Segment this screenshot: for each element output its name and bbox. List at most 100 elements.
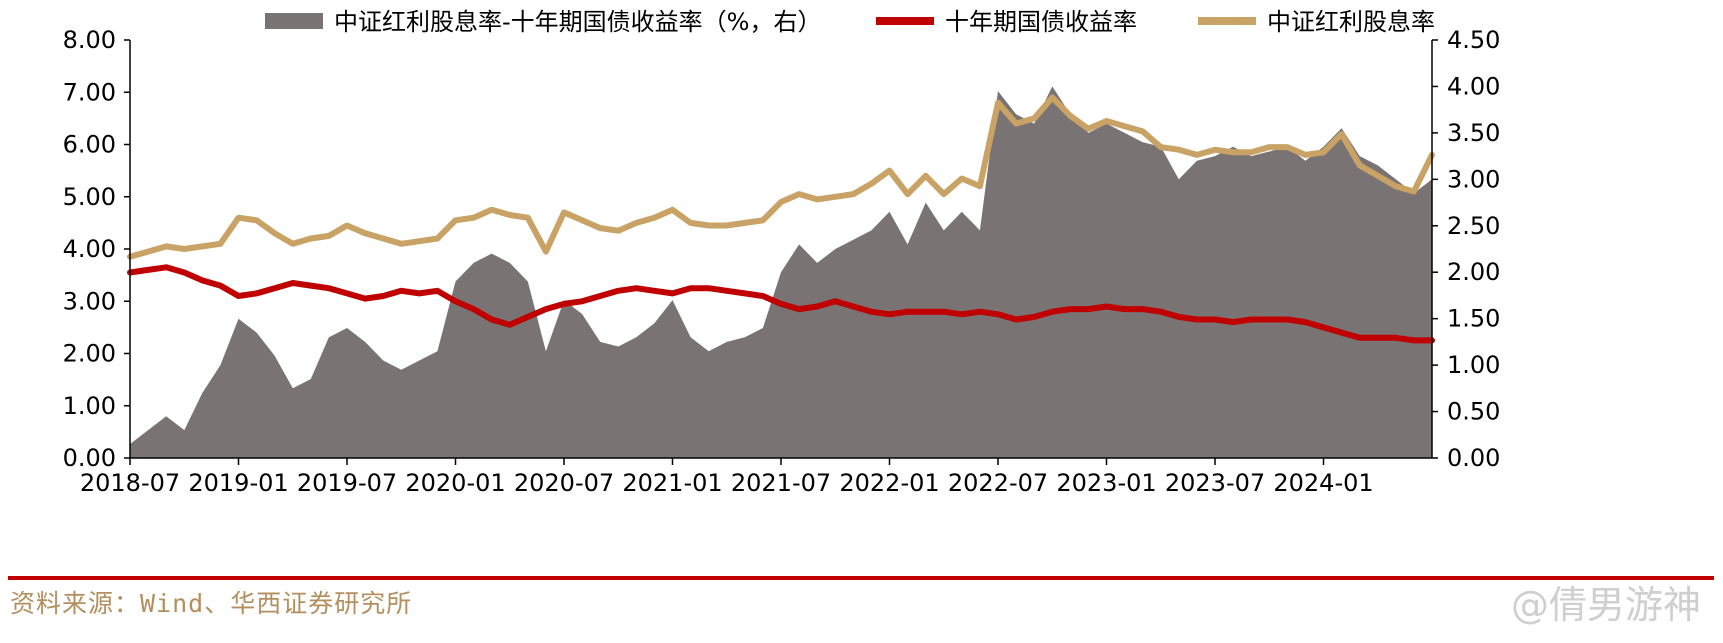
x-tick-label: 2022-01 [839,469,939,497]
series-point-bond-yield [778,301,784,307]
series-point-dividend-yield [1158,144,1164,150]
series-point-bond-yield [561,301,567,307]
series-point-bond-yield [1103,303,1110,310]
y-right-tick-label: 1.00 [1447,351,1500,379]
series-point-dividend-yield [1103,118,1110,124]
series-point-bond-yield [1013,316,1019,323]
series-point-dividend-yield [706,222,712,229]
series-point-bond-yield [868,309,875,315]
series-point-dividend-yield [452,217,459,223]
series-point-dividend-yield [416,238,422,244]
series-point-bond-yield [651,288,658,294]
series-point-dividend-yield [561,209,567,215]
series-point-bond-yield [1266,316,1272,323]
series-point-bond-yield [706,285,712,291]
legend-label-dividend-yield: 中证红利股息率 [1267,8,1435,36]
series-point-dividend-yield [923,173,929,179]
series-point-dividend-yield [669,207,676,213]
series-point-bond-yield [1302,319,1308,325]
series-point-bond-yield [995,311,1001,317]
series-point-dividend-yield [760,217,766,223]
series-point-bond-yield [850,303,856,310]
series-point-bond-yield [543,306,549,312]
series-point-bond-yield [1357,335,1363,341]
series-point-bond-yield [452,298,459,304]
series-point-dividend-yield [1266,144,1272,150]
series-point-bond-yield [145,267,151,273]
y-right-tick-label: 3.50 [1447,119,1500,147]
series-point-dividend-yield [850,191,856,197]
x-tick-label: 2018-07 [80,469,180,497]
series-point-dividend-yield [362,230,368,236]
y-right-tick-label: 4.00 [1447,72,1500,100]
series-point-bond-yield [1194,316,1200,323]
y-left-tick-label: 4.00 [63,235,116,263]
series-point-dividend-yield [1230,149,1236,155]
y-left-tick-label: 3.00 [63,287,116,315]
series-point-dividend-yield [1176,147,1182,153]
series-point-dividend-yield [633,220,639,226]
series-point-bond-yield [742,290,748,296]
series-point-bond-yield [525,314,531,320]
series-point-bond-yield [380,293,386,299]
series-point-dividend-yield [814,196,820,202]
x-tick-label: 2020-07 [514,469,614,497]
series-point-bond-yield [199,277,205,283]
series-point-bond-yield [1158,309,1164,315]
series-point-bond-yield [272,285,278,291]
series-point-dividend-yield [977,183,983,189]
series-point-dividend-yield [1212,147,1218,153]
x-tick-label: 2022-07 [948,469,1048,497]
series-point-dividend-yield [579,217,585,223]
y-left-tick-label: 0.00 [63,444,116,472]
series-point-dividend-yield [615,228,621,234]
series-point-bond-yield [688,285,694,291]
series-point-bond-yield [398,288,404,294]
series-point-bond-yield [669,290,676,296]
series-point-bond-yield [1411,337,1417,343]
series-point-dividend-yield [868,181,875,187]
series-point-dividend-yield [688,220,694,226]
series-point-dividend-yield [434,235,440,242]
x-tick-label: 2021-07 [731,469,831,497]
series-point-dividend-yield [1049,94,1055,101]
series-point-bond-yield [814,303,820,310]
series-point-bond-yield [362,296,368,302]
series-point-bond-yield [489,316,495,323]
series-point-dividend-yield [489,207,495,213]
y-left-tick-label: 6.00 [63,131,116,159]
series-point-bond-yield [1248,316,1254,323]
series-point-dividend-yield [507,212,513,218]
legend-swatch-spread [265,13,323,29]
series-point-bond-yield [1049,309,1055,315]
series-point-dividend-yield [778,199,784,205]
series-point-bond-yield [1230,319,1236,325]
axes: 0.00 1.00 2.00 3.00 4.00 5.00 6.00 7.00 8.00 0.00… [63,26,1501,497]
y-right-tick-label: 3.00 [1447,165,1500,193]
series-point-bond-yield [1393,335,1399,341]
series-point-dividend-yield [308,235,314,242]
series-point-dividend-yield [344,222,350,229]
series-point-bond-yield [235,293,242,299]
footer-rule [8,576,1714,580]
series-point-dividend-yield [905,191,911,197]
series-point-dividend-yield [543,249,549,255]
series-point-bond-yield [832,298,838,304]
source-note: 资料来源：Wind、华西证券研究所 [10,589,413,618]
y-right-tick-label: 0.00 [1447,444,1500,472]
series-point-dividend-yield [235,215,242,221]
x-tick-label: 2021-01 [622,469,722,497]
series-point-bond-yield [724,288,730,294]
series-point-dividend-yield [796,191,802,197]
y-left-tick-label: 2.00 [63,340,116,368]
series-point-bond-yield [905,309,911,315]
series-point-bond-yield [1212,316,1218,323]
series-point-bond-yield [1176,314,1182,320]
series-point-bond-yield [163,264,169,270]
series-point-dividend-yield [1031,115,1037,121]
series-point-dividend-yield [724,222,730,229]
series-point-dividend-yield [832,194,838,200]
series-point-bond-yield [308,283,314,289]
series-point-dividend-yield [380,235,386,242]
y-right-tick-label: 1.50 [1447,305,1500,333]
